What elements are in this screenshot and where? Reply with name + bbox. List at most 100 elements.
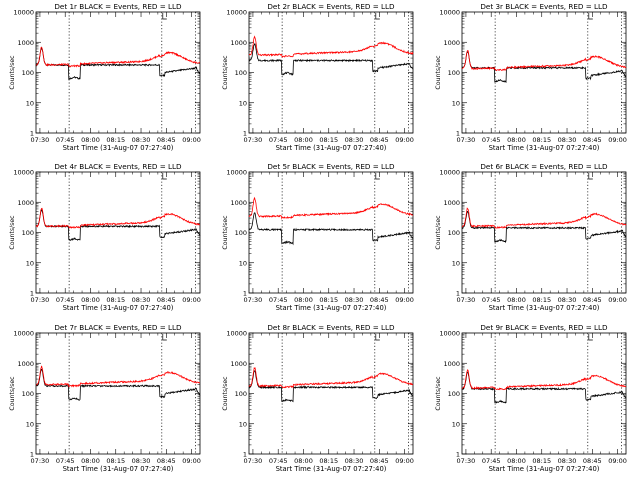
events-series-line: [248, 43, 414, 76]
y-tick-label: 100: [235, 69, 247, 77]
x-tick-label: 07:45: [56, 457, 75, 465]
plot-frame: [35, 11, 201, 134]
panel-title: Det 6r BLACK = Events, RED = LLD: [480, 162, 608, 171]
y-tick-label: 1000: [230, 360, 247, 368]
x-tick-label: 08:30: [558, 136, 577, 144]
y-axis-label: Counts/sec: [222, 55, 229, 90]
x-tick-label: 07:45: [482, 136, 501, 144]
x-tick-label: 08:15: [532, 136, 551, 144]
x-axis-label: Start Time (31-Aug-07 07:27:40): [489, 144, 600, 152]
y-tick-label: 1000: [443, 360, 460, 368]
detector-panel: Det 3r BLACK = Events, RED = LLD 1 10 100 10…: [435, 2, 627, 152]
x-axis-label: Start Time (31-Aug-07 07:27:40): [63, 304, 174, 312]
detector-panel: Det 5r BLACK = Events, RED = LLD 1 10 100 10…: [222, 162, 414, 312]
x-tick-label: 07:30: [457, 457, 476, 465]
x-tick-label: 07:30: [244, 136, 263, 144]
x-tick-label: 08:30: [558, 457, 577, 465]
x-tick-label: 08:15: [319, 296, 338, 304]
y-tick-label: 1000: [230, 199, 247, 207]
y-tick-label: 1: [30, 451, 34, 459]
y-tick-label: 1000: [17, 199, 34, 207]
x-tick-label: 08:15: [106, 457, 125, 465]
plot-frame: [248, 171, 414, 294]
y-axis-label: Counts/sec: [435, 55, 442, 90]
x-tick-label: 08:45: [583, 457, 602, 465]
x-tick-label: 08:45: [583, 296, 602, 304]
events-series-line: [35, 368, 201, 401]
y-tick-label: 100: [235, 229, 247, 237]
x-tick-label: 07:45: [56, 136, 75, 144]
y-tick-label: 10000: [13, 9, 34, 17]
y-tick-label: 10000: [226, 330, 247, 338]
y-tick-label: 10000: [439, 330, 460, 338]
x-axis-label: Start Time (31-Aug-07 07:27:40): [276, 304, 387, 312]
marker-bracket: [162, 334, 167, 341]
y-tick-label: 10000: [13, 330, 34, 338]
x-tick-label: 07:45: [269, 457, 288, 465]
panel-title: Det 1r BLACK = Events, RED = LLD: [54, 2, 182, 11]
lld-series-line: [461, 207, 627, 229]
x-tick-label: 08:00: [294, 296, 313, 304]
x-tick-label: 09:00: [608, 136, 627, 144]
y-axis-label: Counts/sec: [9, 376, 16, 411]
x-axis-label: Start Time (31-Aug-07 07:27:40): [63, 465, 174, 473]
y-tick-label: 10000: [226, 9, 247, 17]
detector-panel: Det 9r BLACK = Events, RED = LLD 1 10 100 10…: [435, 323, 627, 473]
x-tick-label: 08:00: [81, 296, 100, 304]
events-series-line: [461, 371, 627, 404]
plot-frame: [461, 171, 627, 294]
x-tick-label: 08:15: [532, 457, 551, 465]
x-tick-label: 08:30: [558, 296, 577, 304]
x-tick-label: 08:45: [157, 136, 176, 144]
y-tick-label: 100: [235, 390, 247, 398]
x-tick-label: 08:00: [294, 457, 313, 465]
x-axis-label: Start Time (31-Aug-07 07:27:40): [489, 465, 600, 473]
x-tick-label: 09:00: [182, 136, 201, 144]
x-tick-label: 08:30: [345, 457, 364, 465]
x-tick-label: 07:30: [244, 457, 263, 465]
x-tick-label: 08:30: [345, 136, 364, 144]
y-tick-label: 100: [448, 390, 460, 398]
events-series-line: [248, 370, 414, 403]
x-tick-label: 07:30: [31, 136, 50, 144]
x-tick-label: 08:00: [81, 136, 100, 144]
marker-bracket: [588, 334, 593, 341]
x-tick-label: 08:15: [106, 296, 125, 304]
lld-series-line: [35, 365, 201, 388]
y-axis-label: Counts/sec: [222, 376, 229, 411]
y-tick-label: 10: [26, 99, 34, 107]
y-tick-label: 100: [448, 229, 460, 237]
detector-panel: Det 4r BLACK = Events, RED = LLD 1 10 100 10…: [9, 162, 201, 312]
events-series-line: [35, 209, 201, 242]
x-tick-label: 07:30: [31, 296, 50, 304]
y-tick-label: 1000: [443, 199, 460, 207]
x-tick-label: 08:00: [81, 457, 100, 465]
x-tick-label: 08:45: [370, 296, 389, 304]
plot-frame: [248, 11, 414, 134]
events-series-line: [461, 51, 627, 83]
panel-title: Det 9r BLACK = Events, RED = LLD: [480, 323, 608, 332]
x-tick-label: 08:15: [319, 136, 338, 144]
x-tick-label: 08:30: [345, 296, 364, 304]
plot-frame: [461, 11, 627, 134]
x-tick-label: 09:00: [395, 136, 414, 144]
detector-panel: Det 6r BLACK = Events, RED = LLD 1 10 100 10…: [435, 162, 627, 312]
x-axis-label: Start Time (31-Aug-07 07:27:40): [489, 304, 600, 312]
detector-panel: Det 2r BLACK = Events, RED = LLD 1 10 100 10…: [222, 2, 414, 152]
events-series-line: [248, 212, 414, 246]
x-tick-label: 08:45: [157, 457, 176, 465]
detector-panel: Det 8r BLACK = Events, RED = LLD 1 10 100 10…: [222, 323, 414, 473]
x-axis-label: Start Time (31-Aug-07 07:27:40): [63, 144, 174, 152]
y-axis-label: Counts/sec: [435, 376, 442, 411]
x-tick-label: 09:00: [608, 457, 627, 465]
x-tick-label: 08:00: [507, 296, 526, 304]
panel-title: Det 4r BLACK = Events, RED = LLD: [54, 162, 182, 171]
marker-bracket: [375, 334, 380, 341]
y-tick-label: 1000: [17, 360, 34, 368]
plot-frame: [35, 332, 201, 455]
y-axis-label: Counts/sec: [435, 215, 442, 250]
x-tick-label: 09:00: [395, 296, 414, 304]
lld-series-line: [461, 369, 627, 391]
